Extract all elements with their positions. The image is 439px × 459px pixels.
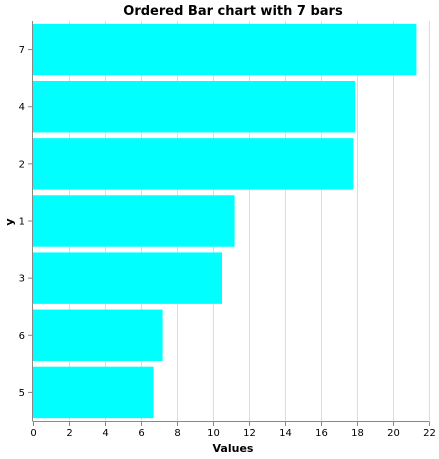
x-tick-label: 12 [243, 428, 256, 439]
x-axis-title: Values [213, 442, 254, 455]
y-tick-label: 6 [19, 331, 25, 342]
x-tick-label: 16 [315, 428, 328, 439]
x-tick-label: 2 [66, 428, 72, 439]
y-tick-label: 3 [19, 274, 25, 285]
chart-title: Ordered Bar chart with 7 bars [123, 4, 343, 19]
x-tick-label: 0 [30, 428, 36, 439]
axes: 7 4 2 1 3 6 5 0 2 4 6 8 10 12 14 16 18 20 22 [19, 21, 436, 439]
bar [33, 81, 356, 133]
x-tick-label: 10 [207, 428, 220, 439]
x-tick-label: 14 [279, 428, 292, 439]
bar [33, 23, 417, 76]
bars [33, 23, 417, 419]
x-tick-label: 6 [138, 428, 144, 439]
x-tick-label: 8 [174, 428, 180, 439]
y-tick-label: 1 [19, 217, 25, 228]
bar [33, 138, 354, 190]
bar [33, 309, 163, 361]
y-tick-label: 4 [19, 102, 25, 113]
x-tick-label: 18 [351, 428, 364, 439]
x-tick-label: 22 [423, 428, 436, 439]
bar [33, 252, 222, 304]
x-tick-label: 4 [102, 428, 108, 439]
y-tick-label: 7 [19, 45, 25, 56]
y-tick-label: 2 [19, 159, 25, 170]
bar [33, 366, 154, 419]
bar [33, 195, 235, 247]
y-axis-title: y [3, 218, 16, 225]
y-tick-label: 5 [19, 388, 25, 399]
x-tick-label: 20 [387, 428, 400, 439]
